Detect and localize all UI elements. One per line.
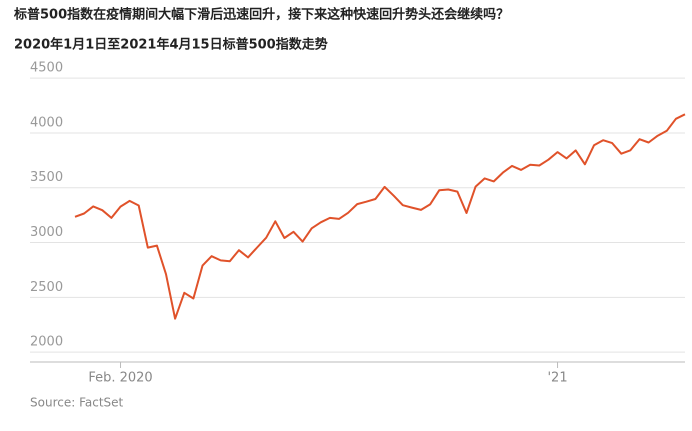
x-tick-label: '21 xyxy=(547,371,567,386)
chart-title: 标普500指数在疫情期间大幅下滑后迅速回升，接下来这种快速回升势头还会继续吗？ xyxy=(13,7,509,23)
y-tick-label: 3500 xyxy=(30,170,63,185)
y-tick-label: 2500 xyxy=(30,280,63,295)
y-tick-label: 2000 xyxy=(30,335,63,350)
chart-subtitle: 2020年1月1日至2021年4月15日标普500指数走势 xyxy=(14,37,328,53)
y-tick-label: 3000 xyxy=(30,225,63,240)
source: Source: FactSet xyxy=(30,396,124,410)
x-tick-label: Feb. 2020 xyxy=(88,371,152,386)
y-tick-label: 4500 xyxy=(30,61,63,76)
y-tick-label: 4000 xyxy=(30,115,63,130)
line xyxy=(74,113,686,320)
